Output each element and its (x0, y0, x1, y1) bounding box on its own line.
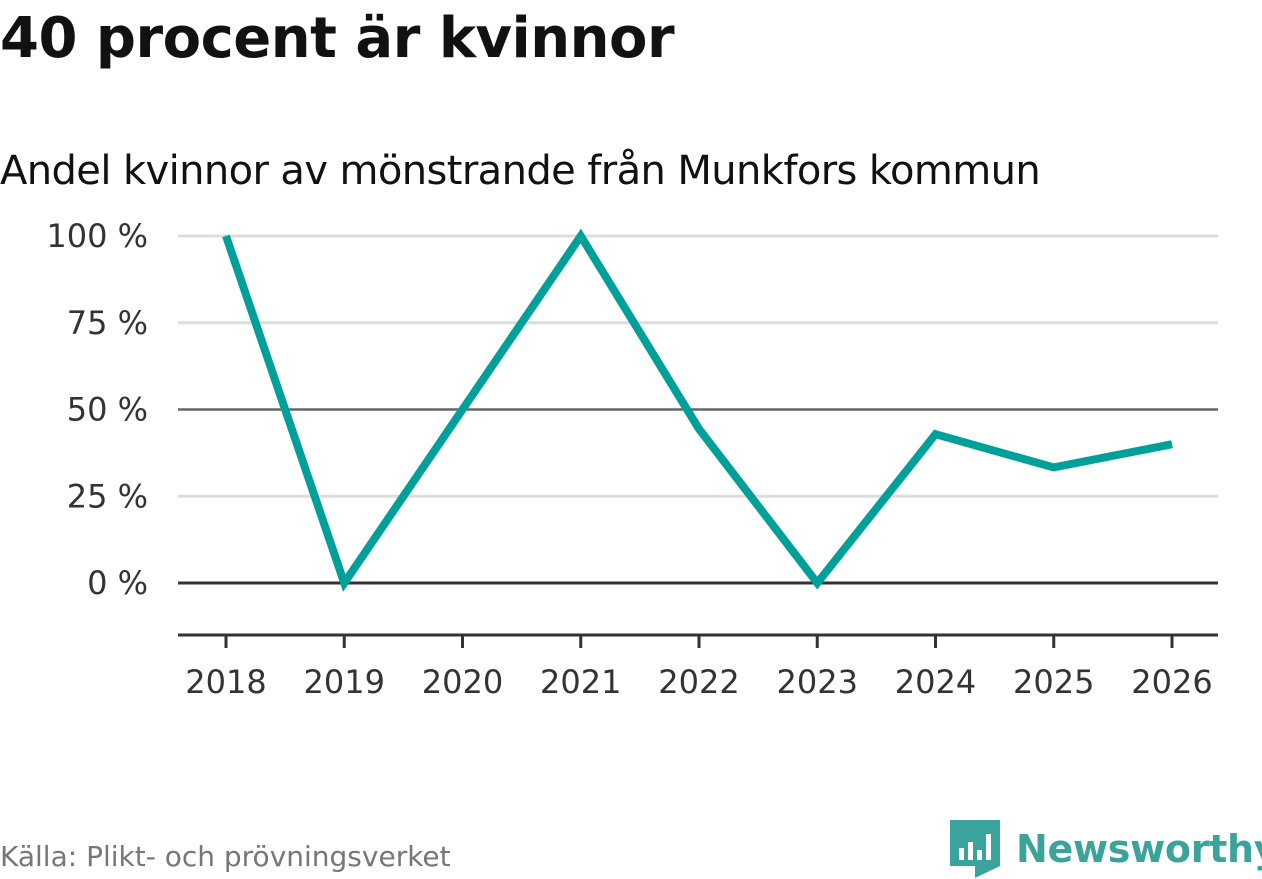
chart-title: 40 procent är kvinnor (0, 6, 675, 71)
data-point-2020 (462, 409, 463, 410)
source-note: Källa: Plikt- och prövningsverket (0, 840, 451, 873)
y-axis-tick-labels: 0 % 25 % 50 % 75 % 100 % (46, 217, 148, 602)
x-tick-label-2020: 2020 (422, 663, 503, 701)
data-point-2026 (1171, 443, 1173, 445)
y-tick-label-0: 0 % (87, 564, 148, 602)
y-tick-label-75: 75 % (67, 304, 148, 342)
data-point-2022 (698, 428, 700, 430)
data-point-2025 (1053, 466, 1055, 468)
x-tick-label-2018: 2018 (185, 663, 266, 701)
x-tick-label-2019: 2019 (304, 663, 385, 701)
x-tick-label-2022: 2022 (658, 663, 739, 701)
data-point-2019 (343, 582, 345, 584)
data-point-2024 (935, 433, 936, 435)
y-tick-label-25: 25 % (67, 477, 148, 515)
x-tick-label-2023: 2023 (777, 663, 858, 701)
grid-lines (178, 234, 1218, 585)
brand-logo: Newsworthy (950, 820, 1262, 878)
data-point-2018 (225, 235, 227, 237)
x-tick-label-2026: 2026 (1131, 663, 1212, 701)
data-point-2023 (816, 582, 818, 584)
x-axis: 2018 2019 2020 2021 2022 2023 2024 2025 2026 (178, 633, 1218, 701)
x-tick-label-2021: 2021 (540, 663, 621, 701)
y-tick-label-100: 100 % (46, 217, 148, 255)
x-tick-label-2025: 2025 (1013, 663, 1094, 701)
x-tick-label-2024: 2024 (895, 663, 976, 701)
bar-chart-shield-icon (950, 820, 1000, 878)
data-point-2021 (580, 235, 582, 237)
chart-subtitle: Andel kvinnor av mönstrande från Munkfor… (0, 148, 1041, 194)
y-tick-label-50: 50 % (67, 391, 148, 429)
series-layer (222, 228, 1173, 592)
brand-name: Newsworthy (1016, 827, 1262, 871)
